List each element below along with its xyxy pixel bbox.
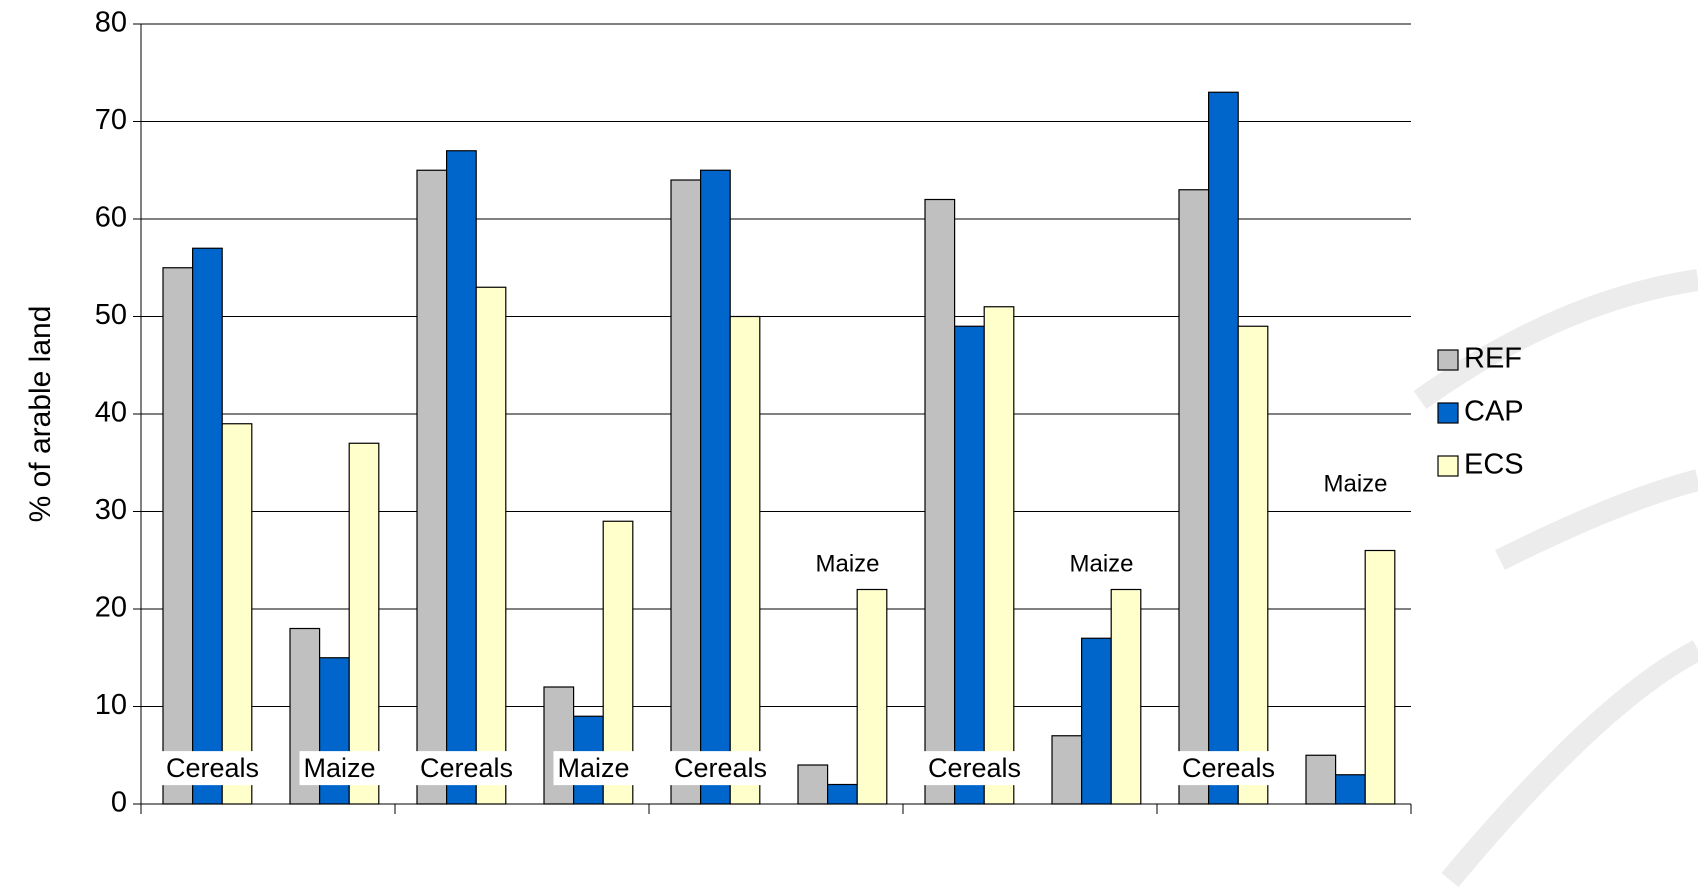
category-label-bg (415, 751, 518, 786)
bar (1305, 754, 1337, 805)
legend-label: CAP (1464, 396, 1524, 428)
bar (953, 325, 985, 805)
bar (1051, 735, 1083, 805)
y-axis-title: % of arable land (24, 306, 57, 523)
category-label: Maize (557, 753, 629, 783)
y-tick-label: 0 (111, 787, 127, 819)
category-label-bg (1177, 751, 1280, 786)
bar (1178, 189, 1210, 805)
y-tick-label: 10 (95, 689, 127, 721)
bar (1207, 91, 1239, 805)
category-label-bg (923, 751, 1026, 786)
bar (162, 267, 194, 805)
bar (1110, 588, 1142, 805)
y-tick-label: 50 (95, 299, 127, 331)
bar (1080, 637, 1112, 805)
bar (924, 198, 956, 805)
y-tick-label: 20 (95, 592, 127, 624)
category-label-bg (553, 751, 634, 786)
bar (856, 588, 888, 805)
watermark-arc (1413, 269, 1698, 409)
y-tick-label: 30 (95, 494, 127, 526)
watermark-arc (1441, 640, 1698, 888)
bar (797, 764, 829, 805)
watermark-arc (1495, 469, 1698, 570)
bar (348, 442, 380, 805)
bar (1364, 549, 1396, 805)
bar (221, 423, 253, 805)
bar (826, 783, 858, 805)
category-label-bg (299, 751, 380, 786)
category-label: Cereals (1182, 753, 1275, 783)
category-label: Maize (1069, 550, 1133, 577)
category-label: Maize (303, 753, 375, 783)
bar (1237, 325, 1269, 805)
category-label: Maize (815, 550, 879, 577)
bar (192, 247, 223, 805)
category-label-bg (161, 751, 264, 786)
watermark (1413, 269, 1698, 888)
category-label: Cereals (420, 753, 513, 783)
y-tick-label: 40 (95, 397, 127, 429)
legend-label: ECS (1464, 449, 1524, 481)
legend-swatch (1437, 455, 1459, 477)
legend-label: REF (1464, 343, 1522, 375)
bar (983, 306, 1015, 805)
y-tick-label: 70 (95, 104, 127, 136)
legend-swatch (1437, 349, 1459, 371)
y-tick-label: 60 (95, 202, 127, 234)
legend-swatch (1437, 402, 1459, 424)
category-label: Cereals (928, 753, 1021, 783)
category-label: Maize (1323, 470, 1387, 497)
bar (416, 169, 448, 805)
bar (446, 150, 477, 805)
bar (543, 686, 575, 805)
bar (699, 169, 731, 805)
bar (1334, 774, 1366, 805)
category-label: Cereals (674, 753, 767, 783)
category-label-bg (669, 751, 772, 786)
category-label: Cereals (166, 753, 259, 783)
y-tick-label: 80 (95, 7, 127, 39)
bar (670, 179, 702, 805)
bar (729, 315, 761, 805)
bar (475, 286, 507, 805)
